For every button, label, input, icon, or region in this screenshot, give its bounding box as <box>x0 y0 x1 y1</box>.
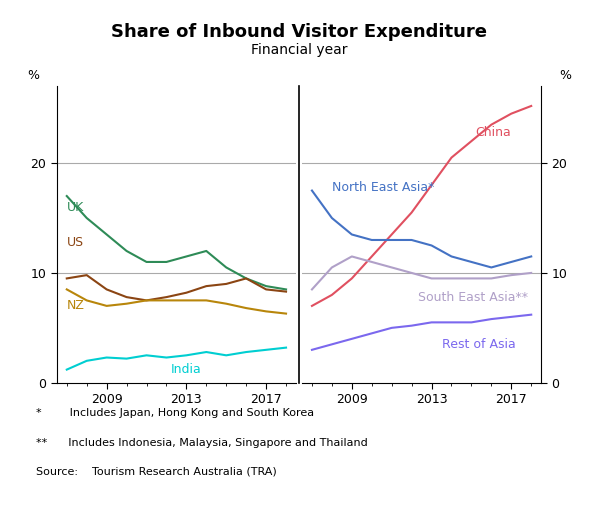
Text: South East Asia**: South East Asia** <box>417 291 527 304</box>
Text: **      Includes Indonesia, Malaysia, Singapore and Thailand: ** Includes Indonesia, Malaysia, Singapo… <box>36 438 368 448</box>
Text: NZ: NZ <box>67 300 85 312</box>
Text: China: China <box>475 126 511 139</box>
Text: *        Includes Japan, Hong Kong and South Korea: * Includes Japan, Hong Kong and South Ko… <box>36 408 314 418</box>
Text: North East Asia*: North East Asia* <box>332 181 434 194</box>
Text: Share of Inbound Visitor Expenditure: Share of Inbound Visitor Expenditure <box>111 22 487 41</box>
Text: US: US <box>67 236 84 248</box>
Text: Financial year: Financial year <box>251 43 347 57</box>
Text: Source:    Tourism Research Australia (TRA): Source: Tourism Research Australia (TRA) <box>36 467 277 477</box>
Text: %: % <box>27 69 39 82</box>
Text: India: India <box>170 363 201 376</box>
Text: %: % <box>559 69 571 82</box>
Text: UK: UK <box>67 201 84 213</box>
Text: Rest of Asia: Rest of Asia <box>441 338 515 351</box>
